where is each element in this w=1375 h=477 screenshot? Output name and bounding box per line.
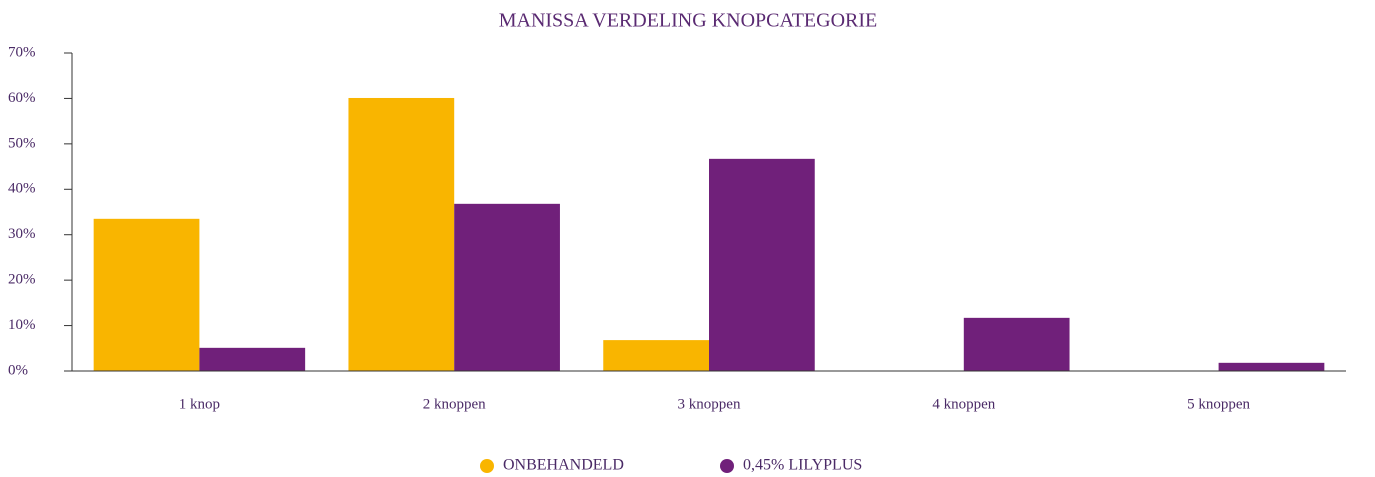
bar — [603, 340, 709, 371]
y-tick-label: 0% — [8, 362, 28, 378]
y-tick-label: 40% — [8, 181, 36, 197]
x-tick-label: 4 knoppen — [932, 396, 995, 412]
legend-marker — [720, 459, 734, 473]
bar — [709, 158, 815, 371]
bar — [348, 97, 455, 371]
bar — [454, 203, 560, 371]
y-tick-label: 30% — [8, 226, 36, 242]
y-tick-label: 70% — [8, 44, 36, 60]
x-tick-label: 3 knoppen — [678, 396, 741, 412]
x-tick-label: 2 knoppen — [423, 396, 486, 412]
y-tick-label: 10% — [8, 317, 36, 333]
y-tick-label: 20% — [8, 272, 36, 288]
y-tick-label: 60% — [8, 90, 36, 106]
chart-title: MANISSA VERDELING KNOPCATEGORIE — [499, 10, 878, 32]
legend-label: 0,45% LILYPLUS — [743, 457, 862, 474]
legend-marker — [480, 459, 494, 473]
y-tick-label: 50% — [8, 135, 36, 151]
bar — [93, 218, 200, 371]
legend-label: ONBEHANDELD — [503, 457, 624, 474]
x-tick-label: 5 knoppen — [1187, 396, 1250, 412]
bar — [963, 317, 1070, 371]
bar — [1218, 362, 1325, 371]
bar — [199, 347, 306, 371]
x-tick-label: 1 knop — [179, 396, 220, 412]
